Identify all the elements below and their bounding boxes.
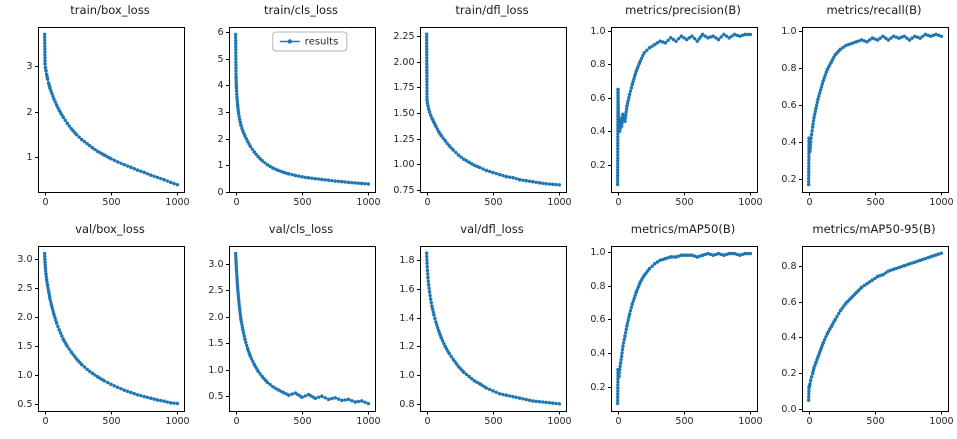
plot-title-metrics-map50-95: metrics/mAP50-95(B)	[812, 222, 936, 236]
subplot-metrics-map50-95: metrics/mAP50-95(B)	[764, 219, 955, 438]
subplot-metrics-recall: metrics/recall(B)	[764, 0, 955, 219]
subplot-val-box-loss: val/box_loss	[0, 219, 191, 438]
plot-title-metrics-map50: metrics/mAP50(B)	[630, 222, 736, 236]
subplot-val-cls-loss: val/cls_loss	[191, 219, 382, 438]
plot-title-metrics-precision: metrics/precision(B)	[625, 3, 741, 17]
plot-title-metrics-recall: metrics/recall(B)	[826, 3, 922, 17]
plot-title-train-dfl-loss: train/dfl_loss	[455, 3, 529, 17]
subplot-train-cls-loss: train/cls_loss	[191, 0, 382, 219]
chart-metrics-recall	[764, 21, 955, 218]
plot-title-train-cls-loss: train/cls_loss	[263, 3, 339, 17]
plot-title-val-dfl-loss: val/dfl_loss	[460, 222, 524, 236]
subplot-train-dfl-loss: train/dfl_loss	[382, 0, 573, 219]
subplot-metrics-precision: metrics/precision(B)	[573, 0, 764, 219]
plot-title-val-box-loss: val/box_loss	[75, 222, 145, 236]
chart-val-box-loss	[0, 240, 191, 437]
chart-train-dfl-loss	[382, 21, 573, 218]
chart-metrics-map50-95	[764, 240, 955, 437]
subplot-train-box-loss: train/box_loss	[0, 0, 191, 219]
plot-title-val-cls-loss: val/cls_loss	[268, 222, 334, 236]
subplot-metrics-map50: metrics/mAP50(B)	[573, 219, 764, 438]
chart-val-dfl-loss	[382, 240, 573, 437]
plot-title-train-box-loss: train/box_loss	[70, 3, 150, 17]
chart-metrics-precision	[573, 21, 764, 218]
chart-train-cls-loss	[191, 21, 382, 218]
subplot-val-dfl-loss: val/dfl_loss	[382, 219, 573, 438]
chart-val-cls-loss	[191, 240, 382, 437]
chart-train-box-loss	[0, 21, 191, 218]
chart-metrics-map50	[573, 240, 764, 437]
